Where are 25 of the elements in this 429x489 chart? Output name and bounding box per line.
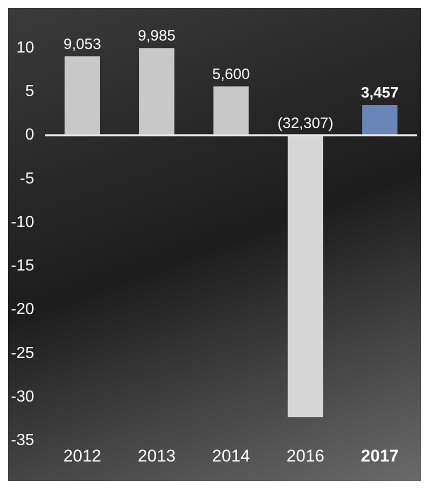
x-tick-label: 2014	[212, 446, 250, 466]
annotation: 9,053	[64, 36, 102, 53]
y-tick-label: -10	[11, 214, 34, 231]
bar	[139, 48, 174, 136]
y-tick-label: -5	[20, 170, 34, 188]
y-tick-label: -30	[11, 388, 34, 406]
y-tick-label: 5	[25, 83, 34, 100]
x-tick-label: 2016	[286, 446, 324, 466]
bar	[288, 135, 324, 418]
y-tick-label: 10	[16, 39, 34, 56]
y-tick-label: 0	[25, 126, 34, 144]
y-tick-label: -25	[11, 344, 34, 362]
y-tick-label: -15	[11, 258, 34, 275]
annotation: 3,457	[361, 84, 399, 102]
y-tick-label: -20	[11, 301, 34, 318]
x-tick-label: 2012	[63, 446, 102, 466]
bar	[362, 105, 398, 136]
annotation: 5,600	[212, 66, 250, 84]
bar	[213, 86, 249, 136]
annotation: (32,307)	[278, 114, 334, 132]
y-tick-label: -35	[11, 432, 34, 450]
x-tick-label: 2013	[138, 446, 176, 466]
x-tick-label: 2017	[360, 446, 399, 466]
bar	[64, 56, 100, 136]
annotation: 9,985	[138, 28, 176, 45]
